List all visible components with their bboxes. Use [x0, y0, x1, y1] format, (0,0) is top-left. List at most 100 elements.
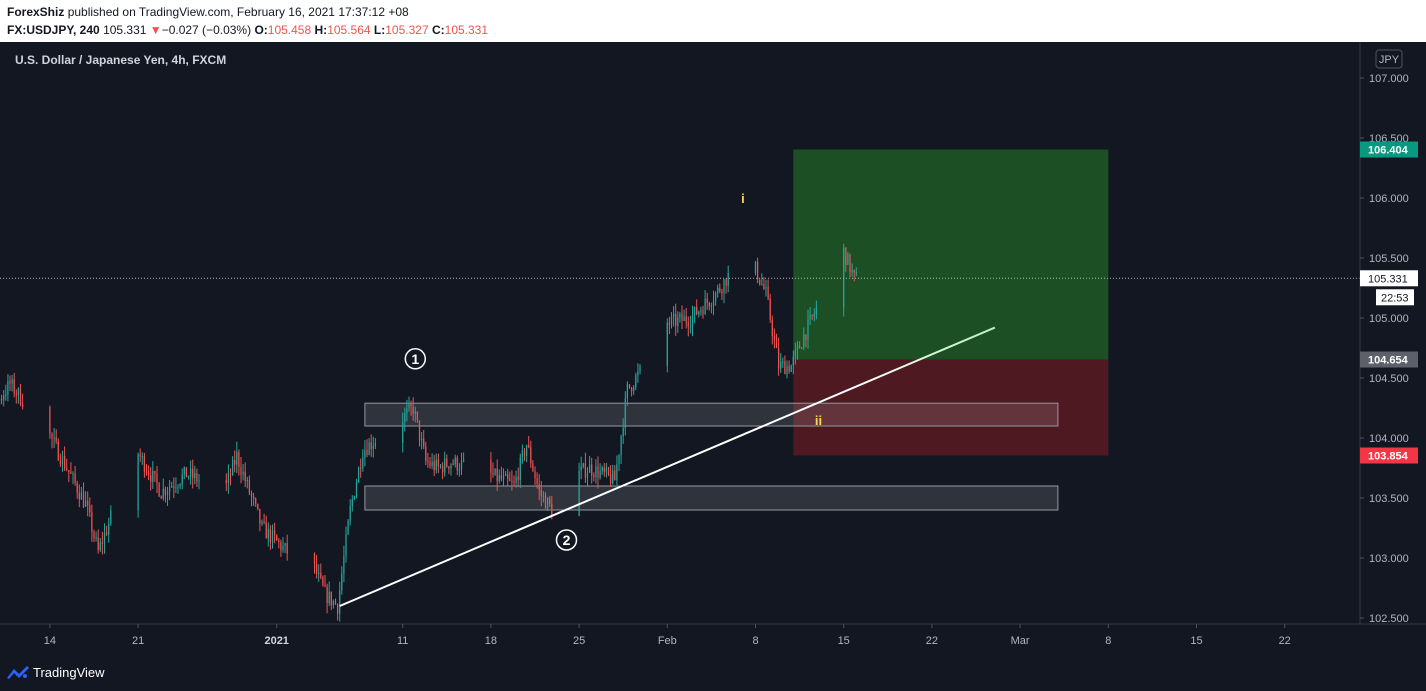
candle-body	[368, 442, 370, 455]
candle-body	[504, 474, 507, 476]
candle-body	[418, 420, 421, 441]
candle-body	[82, 492, 85, 507]
candle-body	[849, 254, 851, 273]
candle-body	[336, 604, 339, 614]
candle-body	[99, 542, 101, 550]
candle-body	[502, 475, 505, 480]
candle-body	[183, 467, 185, 475]
candle-body	[97, 537, 99, 550]
candle-body	[420, 438, 423, 441]
wave-label-circle[interactable]	[555, 529, 578, 551]
stop-zone[interactable]	[793, 359, 1109, 456]
candle-body	[586, 472, 589, 478]
candle-body	[189, 468, 192, 477]
candle-body	[404, 413, 406, 423]
candle-body	[17, 388, 20, 395]
candle-body	[538, 483, 540, 490]
target-zone[interactable]	[793, 149, 1109, 360]
candle-body	[334, 601, 337, 605]
candle-body	[192, 468, 194, 479]
candle-body	[593, 475, 595, 477]
wave-label[interactable]: i	[741, 191, 745, 206]
candle-body	[807, 319, 809, 340]
tradingview-brand[interactable]: TradingView	[33, 665, 105, 680]
candle-body	[717, 287, 719, 294]
candle-body	[49, 407, 51, 434]
y-tick-label: 104.500	[1369, 373, 1409, 385]
candle-body	[446, 458, 448, 467]
x-tick-label: 15	[838, 635, 850, 647]
candle-body	[513, 481, 515, 483]
candle-body	[265, 522, 267, 539]
candle-body	[412, 406, 414, 414]
candle-body	[607, 467, 610, 475]
candle-body	[11, 379, 13, 384]
wave-label[interactable]: ii	[815, 413, 822, 428]
candle-body	[267, 528, 269, 539]
price-zone-box[interactable]	[364, 485, 1059, 511]
candle-body	[845, 247, 847, 265]
candle-body	[544, 495, 547, 509]
trendline[interactable]	[339, 326, 996, 607]
lines-layer	[0, 277, 1360, 607]
candle-body	[282, 545, 284, 551]
tradingview-logo-icon[interactable]	[6, 664, 30, 680]
wave-label-circle[interactable]	[404, 348, 427, 370]
candle-body	[496, 468, 498, 482]
publisher-name[interactable]: ForexShiz	[7, 5, 65, 19]
candle-body	[179, 484, 181, 487]
candle-body	[72, 473, 74, 475]
candle-body	[777, 348, 780, 369]
candle-body	[244, 471, 246, 481]
candle-body	[416, 411, 419, 421]
candle-body	[269, 528, 272, 543]
y-tick-label: 107.000	[1369, 73, 1409, 85]
candle-body	[809, 315, 811, 320]
currency-badge-box[interactable]	[1375, 49, 1403, 69]
candle-body	[435, 459, 437, 471]
candle-body	[374, 443, 377, 446]
candle-body	[246, 479, 248, 481]
currency-badge[interactable]: JPY	[1379, 54, 1400, 66]
candle-body	[439, 465, 442, 467]
low-value: 105.327	[385, 23, 429, 37]
candle-body	[250, 493, 253, 497]
candle-body	[227, 473, 230, 484]
candle-body	[666, 322, 668, 366]
candle-body	[616, 464, 618, 481]
candle-body	[0, 398, 3, 400]
candle-body	[620, 436, 622, 455]
candle-body	[406, 408, 408, 414]
candle-body	[494, 468, 496, 475]
price-axis[interactable]: 107.000106.500106.000105.500105.000104.5…	[1360, 73, 1409, 625]
candle-body	[456, 457, 458, 471]
chart-title: U.S. Dollar / Japanese Yen, 4h, FXCM	[15, 53, 226, 67]
candle-body	[696, 306, 698, 315]
candle-body	[761, 283, 763, 285]
candle-body	[767, 286, 769, 299]
wave-label[interactable]: 2	[563, 532, 571, 548]
x-tick-label: Mar	[1011, 635, 1030, 647]
time-axis[interactable]: 14 21 2021 11 18 25 Feb 8 15 22 Mar 8 15 22	[44, 624, 1291, 647]
price-zone-box[interactable]	[364, 402, 1059, 427]
candle-body	[345, 534, 347, 557]
candle-body	[622, 428, 624, 437]
candle-body	[278, 540, 280, 543]
candle-body	[605, 467, 608, 472]
candle-body	[108, 523, 110, 535]
candle-body	[769, 298, 771, 320]
candle-body	[549, 498, 551, 505]
y-tick-label: 105.500	[1369, 253, 1409, 265]
plot-area[interactable]	[0, 42, 1360, 624]
candle-body	[433, 461, 435, 471]
candle-body	[171, 486, 173, 488]
candle-body	[498, 475, 500, 482]
candle-body	[786, 365, 788, 375]
candle-body	[105, 532, 108, 535]
candle-body	[714, 293, 717, 302]
candle-body	[624, 398, 626, 429]
candle-body	[710, 305, 713, 307]
wave-label[interactable]: 1	[411, 351, 419, 367]
